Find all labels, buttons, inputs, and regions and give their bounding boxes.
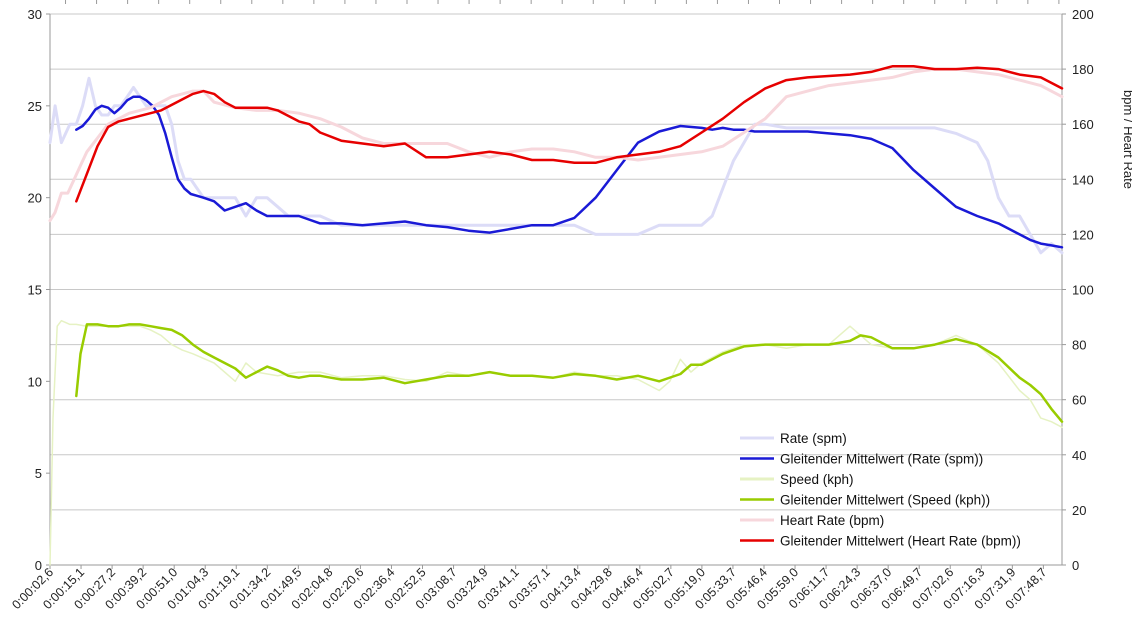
left-tick-label: 20 (28, 191, 42, 206)
right-tick-label: 120 (1072, 227, 1094, 242)
series-line (49, 319, 1063, 566)
left-tick-label: 30 (28, 7, 42, 22)
left-tick-label: 10 (28, 374, 42, 389)
right-tick-label: 140 (1072, 172, 1094, 187)
series-line (48, 67, 1064, 223)
right-tick-label: 200 (1072, 7, 1094, 22)
series-line (75, 65, 1064, 203)
left-tick-label: 0 (35, 558, 42, 573)
right-tick-label: 100 (1072, 283, 1094, 298)
series-line (48, 76, 1064, 255)
right-tick-label: 0 (1072, 558, 1079, 573)
legend-label: Gleitender Mittelwert (Rate (spm)) (780, 452, 983, 467)
right-tick-label: 60 (1072, 393, 1086, 408)
right-tick-label: 40 (1072, 448, 1086, 463)
grid-lines (50, 13, 1062, 566)
right-tick-label: 80 (1072, 338, 1086, 353)
right-tick-label: 20 (1072, 503, 1086, 518)
legend-label: Heart Rate (bpm) (780, 513, 884, 528)
left-tick-label: 5 (35, 466, 42, 481)
right-axis-title: bpm / Heart Rate (1121, 90, 1132, 189)
left-tick-label: 25 (28, 99, 42, 114)
left-tick-label: 15 (28, 283, 42, 298)
legend-label: Rate (spm) (780, 431, 847, 446)
legend-label: Gleitender Mittelwert (Heart Rate (bpm)) (780, 534, 1021, 549)
series-line (75, 323, 1064, 423)
legend-label: Gleitender Mittelwert (Speed (kph)) (780, 493, 990, 508)
legend: Rate (spm) Gleitender Mittelwert (Rate (s… (740, 431, 1021, 549)
legend-label: Speed (kph) (780, 472, 854, 487)
right-tick-label: 180 (1072, 62, 1094, 77)
axes: 0510152025300204060801001201401601802000… (9, 0, 1094, 612)
series-lines (48, 65, 1064, 566)
right-tick-label: 160 (1072, 117, 1094, 132)
